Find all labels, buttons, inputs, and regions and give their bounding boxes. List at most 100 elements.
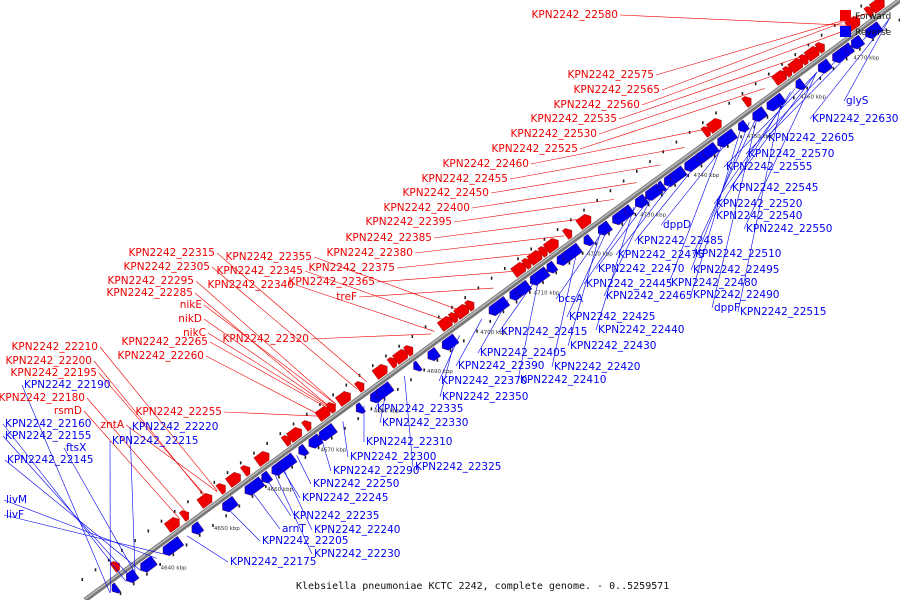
forward-gene-label[interactable]: KPN2242_22535 [531, 113, 617, 125]
reverse-gene-label[interactable]: KPN2242_22370 [441, 375, 527, 387]
forward-gene-label[interactable]: KPN2242_22395 [366, 216, 452, 228]
reverse-gene-label[interactable]: KPN2242_22555 [726, 161, 812, 173]
reverse-gene-arrow[interactable] [160, 536, 185, 558]
forward-gene-label[interactable]: KPN2242_22380 [327, 247, 413, 259]
reverse-gene-arrow[interactable] [486, 296, 511, 318]
forward-gene-label[interactable]: KPN2242_22375 [309, 262, 395, 274]
reverse-gene-arrow[interactable] [595, 220, 613, 238]
forward-gene-label[interactable]: KPN2242_22285 [107, 287, 193, 299]
forward-gene-arrow[interactable] [403, 343, 416, 357]
reverse-gene-label[interactable]: KPN2242_22230 [314, 548, 400, 560]
reverse-gene-label[interactable]: KPN2242_22445 [586, 278, 672, 290]
reverse-gene-arrow[interactable] [137, 555, 158, 575]
reverse-gene-label[interactable]: dppD [663, 219, 691, 231]
reverse-gene-label[interactable]: KPN2242_22485 [637, 235, 723, 247]
forward-gene-arrow[interactable] [798, 52, 812, 66]
forward-gene-arrow[interactable] [705, 116, 725, 134]
reverse-gene-label[interactable]: dppF [714, 302, 740, 314]
reverse-gene-label[interactable]: KPN2242_22145 [7, 454, 93, 466]
reverse-gene-label[interactable]: KPN2242_22240 [314, 524, 400, 536]
reverse-gene-label[interactable]: KPN2242_22245 [302, 492, 388, 504]
reverse-gene-label[interactable]: KPN2242_22290 [333, 465, 419, 477]
forward-gene-label[interactable]: KPN2242_22210 [12, 341, 98, 353]
reverse-gene-label[interactable]: KPN2242_22570 [748, 148, 834, 160]
reverse-gene-label[interactable]: ftsX [66, 442, 86, 454]
forward-gene-arrow[interactable] [700, 124, 714, 138]
forward-gene-label[interactable]: nikD [178, 313, 202, 325]
forward-gene-arrow[interactable] [371, 362, 391, 380]
forward-gene-label[interactable]: KPN2242_22575 [568, 69, 654, 81]
forward-gene-label[interactable]: KPN2242_22195 [11, 367, 97, 379]
forward-gene-label[interactable]: KPN2242_22525 [492, 143, 578, 155]
forward-gene-arrow[interactable] [178, 508, 192, 522]
reverse-gene-arrow[interactable] [581, 233, 595, 248]
reverse-gene-label[interactable]: KPN2242_22325 [415, 461, 501, 473]
reverse-gene-label[interactable]: KPN2242_22310 [366, 436, 452, 448]
forward-gene-arrow[interactable] [240, 463, 253, 477]
forward-gene-arrow[interactable] [868, 0, 888, 14]
forward-gene-label[interactable]: KPN2242_22320 [223, 333, 309, 345]
reverse-gene-arrow[interactable] [815, 58, 833, 76]
forward-gene-arrow[interactable] [253, 449, 273, 467]
reverse-gene-arrow[interactable] [109, 582, 122, 596]
reverse-gene-arrow[interactable] [560, 242, 583, 264]
forward-gene-label[interactable]: KPN2242_22455 [422, 173, 508, 185]
forward-gene-label[interactable]: KPN2242_22295 [108, 275, 194, 287]
reverse-gene-label[interactable]: KPN2242_22415 [501, 326, 587, 338]
reverse-gene-label[interactable]: livM [6, 494, 27, 506]
reverse-gene-arrow[interactable] [425, 347, 441, 363]
forward-gene-arrow[interactable] [787, 56, 807, 74]
reverse-gene-label[interactable]: KPN2242_22440 [598, 324, 684, 336]
reverse-gene-arrow[interactable] [258, 470, 274, 486]
forward-gene-arrow[interactable] [464, 298, 477, 312]
forward-gene-label[interactable]: KPN2242_22180 [0, 392, 85, 404]
reverse-gene-label[interactable]: KPN2242_22465 [606, 290, 692, 302]
forward-gene-label[interactable]: KPN2242_22565 [574, 84, 660, 96]
reverse-gene-arrow[interactable] [242, 476, 266, 498]
reverse-gene-label[interactable]: KPN2242_22190 [24, 379, 110, 391]
reverse-gene-label[interactable]: KPN2242_22175 [230, 556, 316, 568]
reverse-gene-arrow[interactable] [295, 443, 310, 458]
reverse-gene-arrow[interactable] [219, 495, 239, 514]
forward-gene-arrow[interactable] [335, 389, 354, 407]
forward-gene-arrow[interactable] [314, 404, 334, 422]
reverse-gene-label[interactable]: livF [6, 509, 24, 521]
forward-gene-arrow[interactable] [354, 379, 367, 393]
reverse-gene-label[interactable]: KPN2242_22470 [598, 263, 684, 275]
forward-gene-label[interactable]: nikE [180, 299, 202, 311]
forward-gene-label[interactable]: KPN2242_22200 [6, 355, 92, 367]
reverse-gene-arrow[interactable] [189, 521, 205, 537]
reverse-gene-arrow[interactable] [544, 260, 559, 276]
forward-gene-arrow[interactable] [301, 418, 314, 432]
forward-gene-arrow[interactable] [537, 244, 551, 258]
forward-gene-arrow[interactable] [386, 355, 400, 369]
reverse-gene-label[interactable]: KPN2242_22250 [313, 478, 399, 490]
reverse-gene-arrow[interactable] [410, 360, 423, 374]
reverse-gene-arrow[interactable] [316, 422, 338, 443]
forward-gene-label[interactable]: KPN2242_22560 [554, 99, 640, 111]
forward-gene-arrow[interactable] [803, 44, 823, 62]
reverse-gene-label[interactable]: KPN2242_22475 [618, 249, 704, 261]
forward-gene-label[interactable]: KPN2242_22365 [289, 276, 375, 288]
reverse-gene-label[interactable]: KPN2242_22235 [293, 510, 379, 522]
reverse-gene-label[interactable]: KPN2242_22420 [554, 361, 640, 373]
forward-gene-label[interactable]: KPN2242_22450 [403, 187, 489, 199]
reverse-gene-label[interactable]: KPN2242_22520 [716, 198, 802, 210]
forward-gene-label[interactable]: KPN2242_22305 [124, 261, 210, 273]
forward-gene-arrow[interactable] [542, 236, 562, 254]
reverse-gene-label[interactable]: KPN2242_22515 [740, 306, 826, 318]
reverse-gene-label[interactable]: arnT [282, 523, 306, 535]
reverse-gene-arrow[interactable] [793, 77, 807, 92]
forward-gene-label[interactable]: KPN2242_22400 [384, 202, 470, 214]
reverse-gene-label[interactable]: KPN2242_22160 [5, 418, 91, 430]
reverse-gene-label[interactable]: KPN2242_22410 [520, 374, 606, 386]
forward-gene-label[interactable]: KPN2242_22345 [217, 265, 303, 277]
forward-gene-label[interactable]: KPN2242_22530 [511, 128, 597, 140]
forward-gene-label[interactable]: KPN2242_22340 [208, 279, 294, 291]
reverse-gene-arrow[interactable] [123, 569, 140, 585]
reverse-gene-label[interactable]: glyS [846, 95, 869, 107]
forward-gene-label[interactable]: KPN2242_22580 [532, 9, 618, 21]
reverse-gene-arrow[interactable] [862, 21, 884, 41]
reverse-gene-label[interactable]: bcsA [558, 293, 584, 305]
reverse-gene-arrow[interactable] [373, 381, 395, 401]
